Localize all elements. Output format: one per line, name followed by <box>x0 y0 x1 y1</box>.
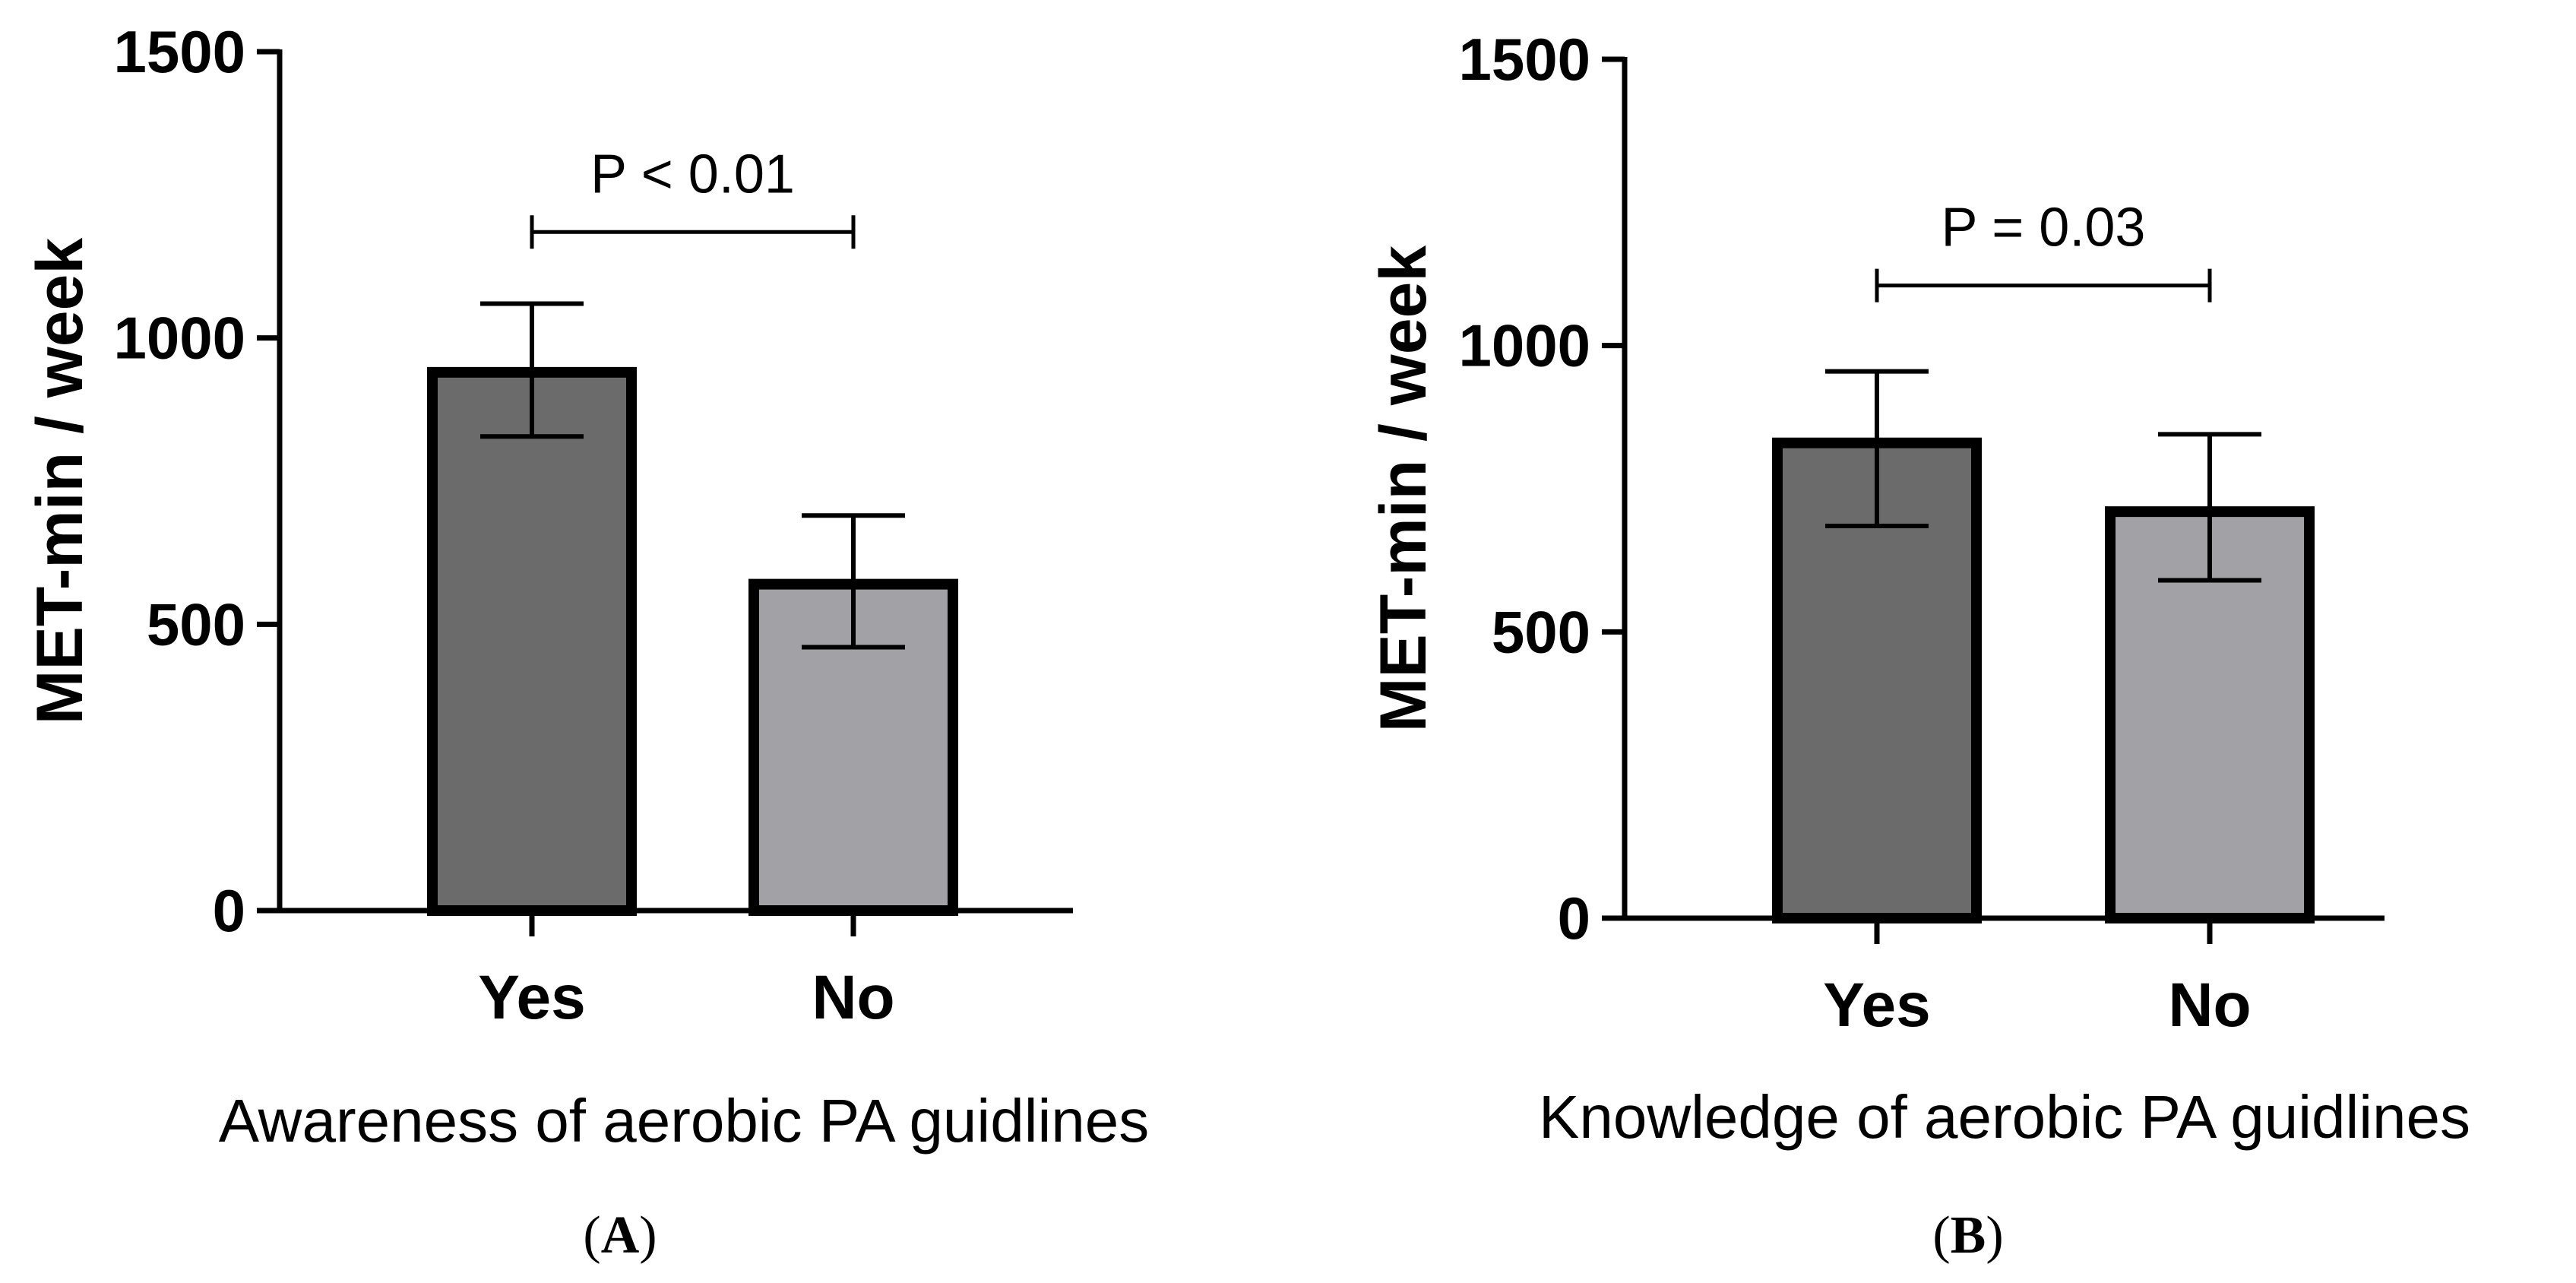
panel-a-y-tick-label-0: 0 <box>213 877 245 944</box>
panel-b-y-tick-label-500: 500 <box>1492 598 1590 665</box>
panel-a-chart: 0 500 1000 1500 Yes No P < 0.01 MET-min / week A… <box>24 18 1149 1265</box>
panel-b-chart: 0 500 1000 1500 Yes No P = 0.03 MET-min / week K… <box>1367 26 2470 1265</box>
panel-b-y-tick-label-0: 0 <box>1558 885 1590 952</box>
panel-b-y-tick-label-1000: 1000 <box>1458 312 1590 379</box>
panel-a-p-value-annotation: P < 0.01 <box>590 144 795 204</box>
panel-a-y-tick-label-1500: 1500 <box>113 18 245 85</box>
panel-b-x-tick-label-yes: Yes <box>1823 971 1930 1040</box>
panel-b-y-tick-label-1500: 1500 <box>1458 26 1590 93</box>
panel-a-x-tick-label-no: No <box>812 963 894 1032</box>
panel-a-y-tick-label-1000: 1000 <box>113 305 245 372</box>
panel-a-x-axis-label: Awareness of aerobic PA guidlines <box>219 1087 1149 1155</box>
panel-b-y-axis-label: MET-min / week <box>1367 246 1440 733</box>
panel-b-x-tick-label-no: No <box>2168 971 2251 1040</box>
panel-b-p-value-annotation: P = 0.03 <box>1941 198 2146 258</box>
panel-a-x-tick-label-yes: Yes <box>478 963 585 1032</box>
panel-a-bar-yes <box>427 366 637 917</box>
panel-a-y-axis-label: MET-min / week <box>24 238 97 725</box>
panel-a-panel-label: (A) <box>583 1206 657 1265</box>
panel-a-y-tick-label-500: 500 <box>147 591 245 657</box>
panel-b-bar-yes <box>1772 437 1982 923</box>
panel-b-x-axis-label: Knowledge of aerobic PA guidlines <box>1539 1083 2470 1151</box>
panel-b-panel-label: (B) <box>1932 1206 2003 1265</box>
